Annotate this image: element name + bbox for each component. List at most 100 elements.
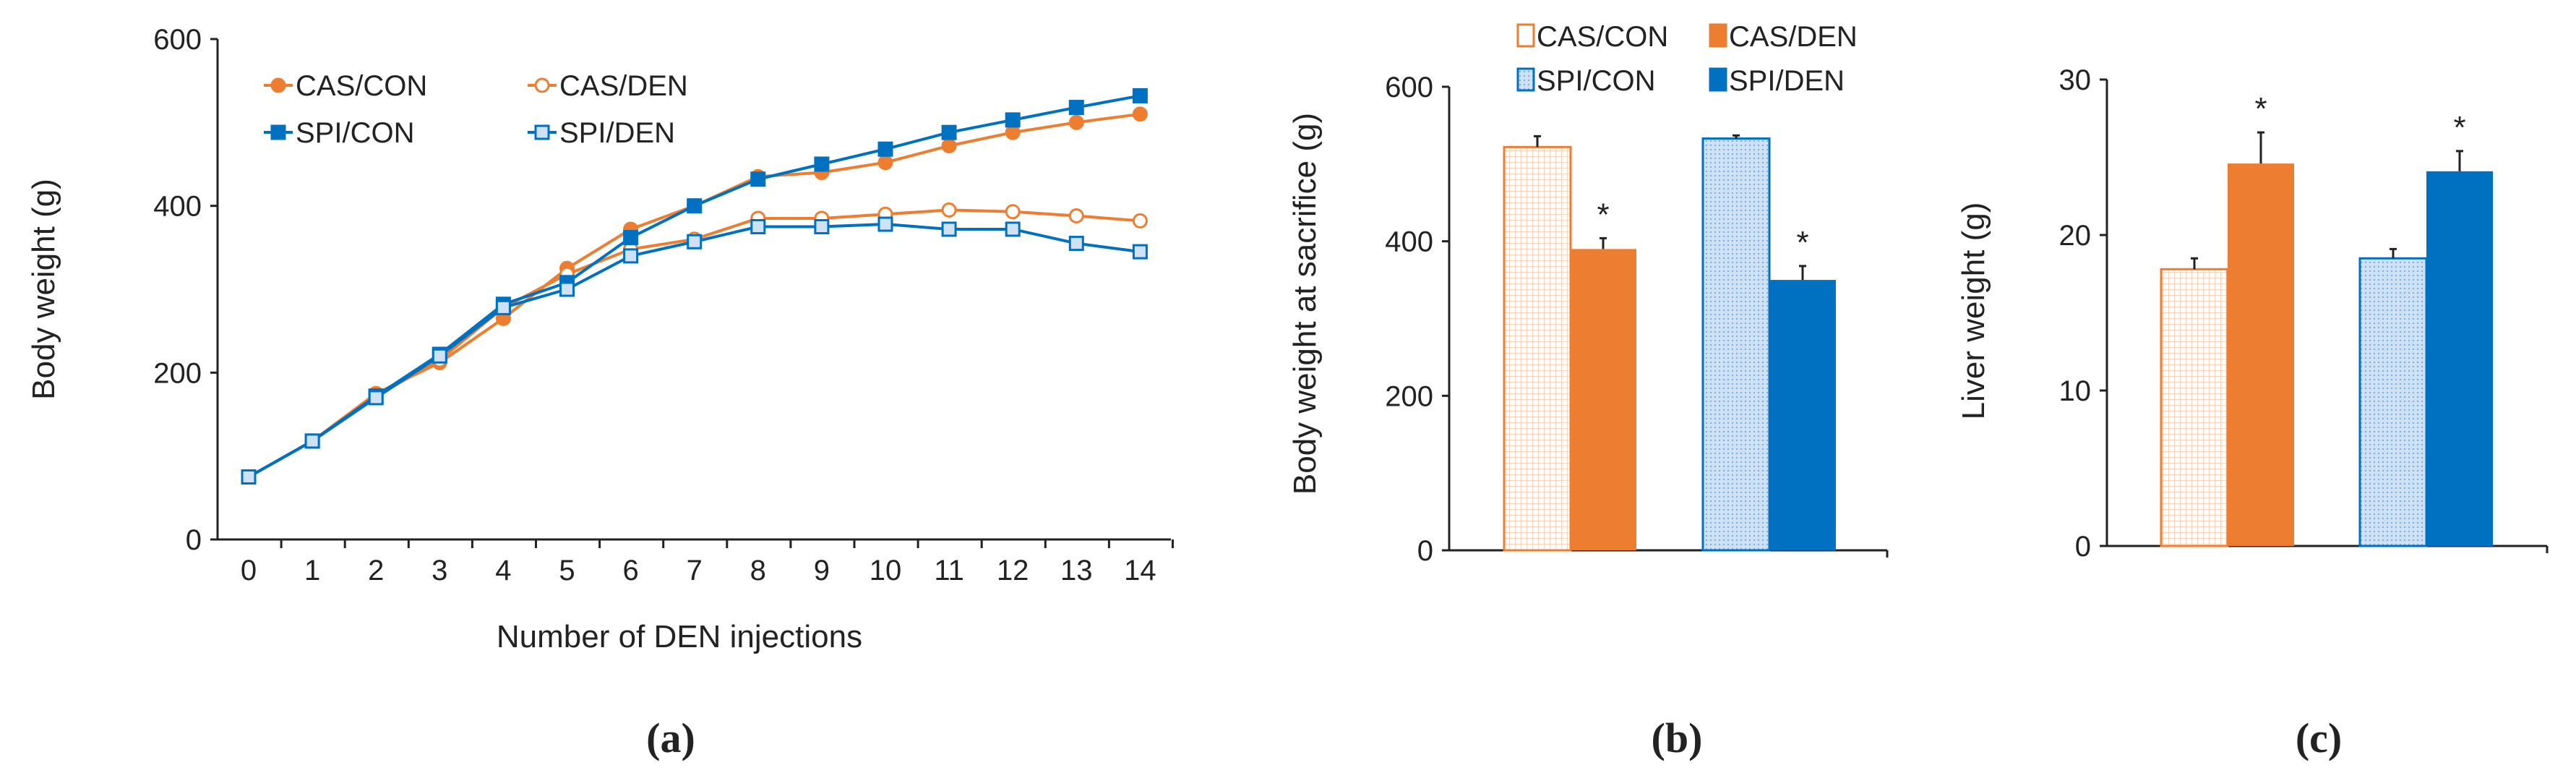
bar-spi-con bbox=[1701, 137, 1771, 552]
x-tick-label: 9 bbox=[814, 555, 830, 586]
data-point bbox=[1005, 124, 1021, 140]
data-point bbox=[941, 221, 957, 237]
data-point bbox=[750, 171, 766, 187]
legend-label: SPI/DEN bbox=[559, 117, 675, 149]
panel-label-c: (c) bbox=[2296, 714, 2342, 761]
y-tick-label: 200 bbox=[153, 357, 202, 389]
bar-cas-den bbox=[1570, 249, 1636, 550]
data-point bbox=[941, 202, 957, 218]
y-axis-label: Body weight at sacrifice (g) bbox=[1287, 113, 1323, 495]
data-point bbox=[304, 433, 320, 449]
x-tick-label: 8 bbox=[750, 555, 766, 586]
y-tick-label: 400 bbox=[1385, 226, 1433, 258]
data-point bbox=[877, 155, 893, 171]
data-point bbox=[368, 390, 384, 406]
body-weight-sacrifice-bar-chart: Body weight at sacrifice (g) (b) 0 200 400… bbox=[1287, 21, 1889, 761]
data-point bbox=[941, 138, 957, 154]
data-point bbox=[1132, 106, 1148, 122]
legend-swatch bbox=[1516, 23, 1535, 48]
data-point bbox=[687, 234, 703, 249]
x-tick-label: 10 bbox=[870, 555, 902, 586]
data-point bbox=[1132, 213, 1148, 229]
series-line-spi-con bbox=[248, 94, 1141, 479]
y-tick-label: 30 bbox=[2059, 64, 2092, 96]
legend-swatch bbox=[1516, 67, 1535, 92]
x-tick-label: 5 bbox=[559, 555, 575, 586]
data-point bbox=[1005, 112, 1021, 128]
data-point bbox=[877, 216, 893, 232]
data-point bbox=[241, 469, 257, 485]
x-tick-label: 7 bbox=[687, 555, 703, 586]
legend-label: SPI/CON bbox=[296, 117, 414, 149]
x-tick-label: 11 bbox=[934, 555, 964, 586]
data-point bbox=[1005, 204, 1021, 220]
series-line-cas-den bbox=[248, 208, 1141, 479]
y-axis-label: Liver weight (g) bbox=[1956, 202, 1991, 420]
panel-label-a: (a) bbox=[646, 714, 695, 761]
x-tick-label: 2 bbox=[368, 555, 384, 586]
bar-cas-den bbox=[2228, 163, 2294, 547]
x-tick-label: 14 bbox=[1124, 555, 1156, 586]
data-point bbox=[687, 198, 703, 214]
data-point bbox=[432, 348, 447, 364]
y-tick-label: 0 bbox=[2075, 531, 2091, 563]
x-tick-label: 0 bbox=[241, 555, 257, 586]
x-tick-label: 1 bbox=[304, 555, 320, 586]
panel-label-b: (b) bbox=[1652, 714, 1703, 761]
y-tick-label: 10 bbox=[2059, 375, 2092, 407]
significance-marker: * bbox=[2453, 110, 2465, 145]
legend-label: SPI/DEN bbox=[1729, 65, 1845, 97]
data-point bbox=[814, 156, 830, 172]
y-tick-label: 0 bbox=[186, 524, 202, 556]
y-tick-label: 0 bbox=[1417, 535, 1433, 567]
data-point bbox=[495, 299, 511, 315]
data-point bbox=[1068, 100, 1084, 116]
y-tick-label: 200 bbox=[1385, 380, 1433, 412]
data-point bbox=[1132, 88, 1148, 103]
liver-weight-bar-chart: Liver weight (g) (c) 0 10 20 30 * * bbox=[1956, 64, 2549, 761]
bar-spi-den bbox=[1769, 280, 1836, 550]
legend-label: CAS/CON bbox=[296, 70, 427, 102]
x-tick-label: 12 bbox=[997, 555, 1029, 586]
legend-marker bbox=[534, 124, 550, 140]
y-tick-label: 400 bbox=[153, 191, 202, 223]
data-point bbox=[623, 248, 639, 264]
legend-label: CAS/CON bbox=[1537, 21, 1668, 53]
legend-swatch bbox=[1709, 23, 1727, 48]
data-point bbox=[1068, 114, 1084, 130]
significance-marker: * bbox=[2254, 91, 2267, 127]
significance-marker: * bbox=[1597, 197, 1609, 232]
legend-marker bbox=[270, 77, 286, 93]
x-tick-label: 13 bbox=[1060, 555, 1093, 586]
data-point bbox=[941, 124, 957, 140]
legend-marker bbox=[534, 77, 550, 93]
legend-label: CAS/DEN bbox=[559, 70, 688, 102]
data-point bbox=[1132, 244, 1148, 260]
y-tick-label: 20 bbox=[2059, 220, 2092, 252]
x-tick-label: 6 bbox=[622, 555, 638, 586]
bar-cas-con bbox=[2160, 268, 2229, 547]
series-line-spi-den bbox=[248, 223, 1141, 479]
data-point bbox=[623, 229, 639, 245]
data-point bbox=[1005, 221, 1021, 237]
x-tick-label: 4 bbox=[495, 555, 511, 586]
bar-cas-con bbox=[1503, 145, 1572, 552]
legend-label: CAS/DEN bbox=[1729, 21, 1858, 53]
significance-marker: * bbox=[1796, 225, 1808, 260]
data-point bbox=[750, 219, 766, 234]
x-tick-label: 3 bbox=[432, 555, 447, 586]
data-point bbox=[1068, 236, 1084, 252]
data-point bbox=[814, 219, 830, 234]
data-point bbox=[559, 281, 575, 297]
bar-spi-con bbox=[2358, 257, 2428, 547]
y-tick-label: 600 bbox=[1385, 72, 1433, 103]
series-line-cas-con bbox=[248, 112, 1141, 479]
body-weight-line-chart: Body weight (g) Number of DEN injections… bbox=[26, 24, 1174, 761]
legend-swatch bbox=[1709, 67, 1727, 92]
x-axis-label: Number of DEN injections bbox=[497, 619, 862, 654]
data-point bbox=[1068, 208, 1084, 224]
data-point bbox=[877, 141, 893, 157]
bar-spi-den bbox=[2426, 171, 2493, 547]
y-axis-label: Body weight (g) bbox=[26, 179, 61, 400]
